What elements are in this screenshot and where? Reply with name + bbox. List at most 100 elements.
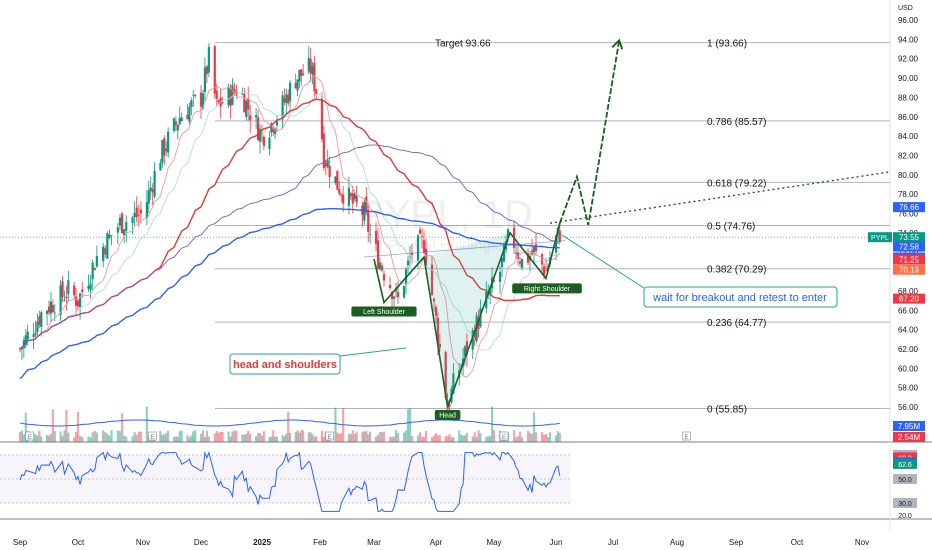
volume-bar xyxy=(376,434,380,442)
candle-body xyxy=(65,296,68,299)
volume-bar xyxy=(190,435,193,442)
candle-body xyxy=(165,148,168,151)
candle-body xyxy=(516,252,520,259)
price-badge-bg xyxy=(893,293,925,304)
y-tick-label: 56.00 xyxy=(898,403,919,412)
candle xyxy=(420,227,424,249)
symbol-tag-bg xyxy=(868,232,892,243)
candle-body xyxy=(217,100,220,103)
candle xyxy=(369,223,372,244)
candle xyxy=(116,223,119,245)
volume-bar xyxy=(159,430,162,442)
candle-body xyxy=(153,170,156,197)
watermark-symbol: PYPL, 1D xyxy=(357,193,533,237)
candle xyxy=(342,185,345,213)
candle xyxy=(268,131,271,156)
x-tick-label: Sep xyxy=(13,538,28,547)
candle-body xyxy=(506,229,510,239)
candle xyxy=(302,63,305,77)
volume-bar xyxy=(313,436,316,442)
candle-body xyxy=(178,117,181,125)
candle-body xyxy=(444,351,447,398)
candle xyxy=(91,259,94,290)
candle-body xyxy=(365,196,368,213)
fib-level-label: 0.786 (85.57) xyxy=(707,117,767,128)
volume-bar xyxy=(479,433,482,442)
candle-body xyxy=(283,98,286,103)
volume-bar xyxy=(201,430,205,442)
candle xyxy=(338,181,341,196)
candle-body xyxy=(498,271,502,282)
candle-body xyxy=(342,194,345,204)
volume-bar xyxy=(450,437,453,442)
volume-bar xyxy=(436,435,440,442)
candle xyxy=(438,334,441,353)
volume-bar xyxy=(388,437,392,442)
candle-body xyxy=(213,46,216,94)
volume-bar xyxy=(378,431,382,442)
candle xyxy=(213,44,216,99)
y-tick-label: 82.00 xyxy=(898,151,919,160)
candle-body xyxy=(188,107,191,122)
candle-body xyxy=(471,329,474,350)
candle-body xyxy=(554,235,558,253)
candle-body xyxy=(463,346,467,357)
candle-body xyxy=(221,102,224,104)
candle-body xyxy=(424,248,428,265)
volume-bar xyxy=(165,433,168,442)
candle xyxy=(186,104,189,120)
volume-bar xyxy=(349,433,352,442)
candle-body xyxy=(336,170,339,190)
volume-bar xyxy=(534,432,538,442)
volume-bar xyxy=(361,431,364,442)
x-tick-label: Mar xyxy=(367,538,381,547)
candle xyxy=(315,88,318,100)
price-badge: 70.19 xyxy=(899,266,920,275)
volume-bar xyxy=(131,436,134,442)
volume-bar xyxy=(392,436,396,442)
candle xyxy=(532,246,536,264)
candle-body xyxy=(322,133,325,168)
volume-bar xyxy=(528,433,532,442)
x-tick-label: Jun xyxy=(550,538,563,547)
candle-body xyxy=(367,210,370,232)
earnings-marker xyxy=(325,431,334,441)
earnings-marker xyxy=(25,431,35,441)
candle-body xyxy=(363,202,366,221)
candle xyxy=(258,125,262,154)
volume-bar xyxy=(91,432,94,442)
candle-body xyxy=(416,235,420,261)
candle xyxy=(217,99,220,105)
candle xyxy=(518,256,522,267)
candle xyxy=(176,124,179,140)
x-tick-label: Apr xyxy=(430,538,443,547)
candle-body xyxy=(349,193,352,197)
candle xyxy=(203,57,207,101)
volume-bar xyxy=(235,430,238,442)
candle-body xyxy=(53,312,56,314)
ma-100-line xyxy=(19,144,561,350)
earnings-marker-label: E xyxy=(328,435,332,441)
candle xyxy=(418,226,422,235)
candle-body xyxy=(93,268,96,271)
candle-body xyxy=(81,289,84,293)
candle xyxy=(347,176,351,215)
candle xyxy=(241,87,244,96)
volume-bar xyxy=(73,437,76,442)
candle-body xyxy=(61,281,64,297)
candle-body xyxy=(309,59,312,74)
volume-bar xyxy=(526,430,530,442)
candle-body xyxy=(49,301,53,314)
candle-body xyxy=(542,266,546,276)
volume-bar xyxy=(307,432,310,442)
candle xyxy=(367,203,370,243)
x-tick-label: 2025 xyxy=(253,538,271,547)
candle-body xyxy=(390,291,394,299)
neckline xyxy=(363,240,566,258)
volume-bar xyxy=(76,412,80,442)
candle xyxy=(388,276,392,291)
projection-path xyxy=(558,40,621,226)
volume-bar xyxy=(542,434,546,442)
candle-body xyxy=(320,98,324,140)
